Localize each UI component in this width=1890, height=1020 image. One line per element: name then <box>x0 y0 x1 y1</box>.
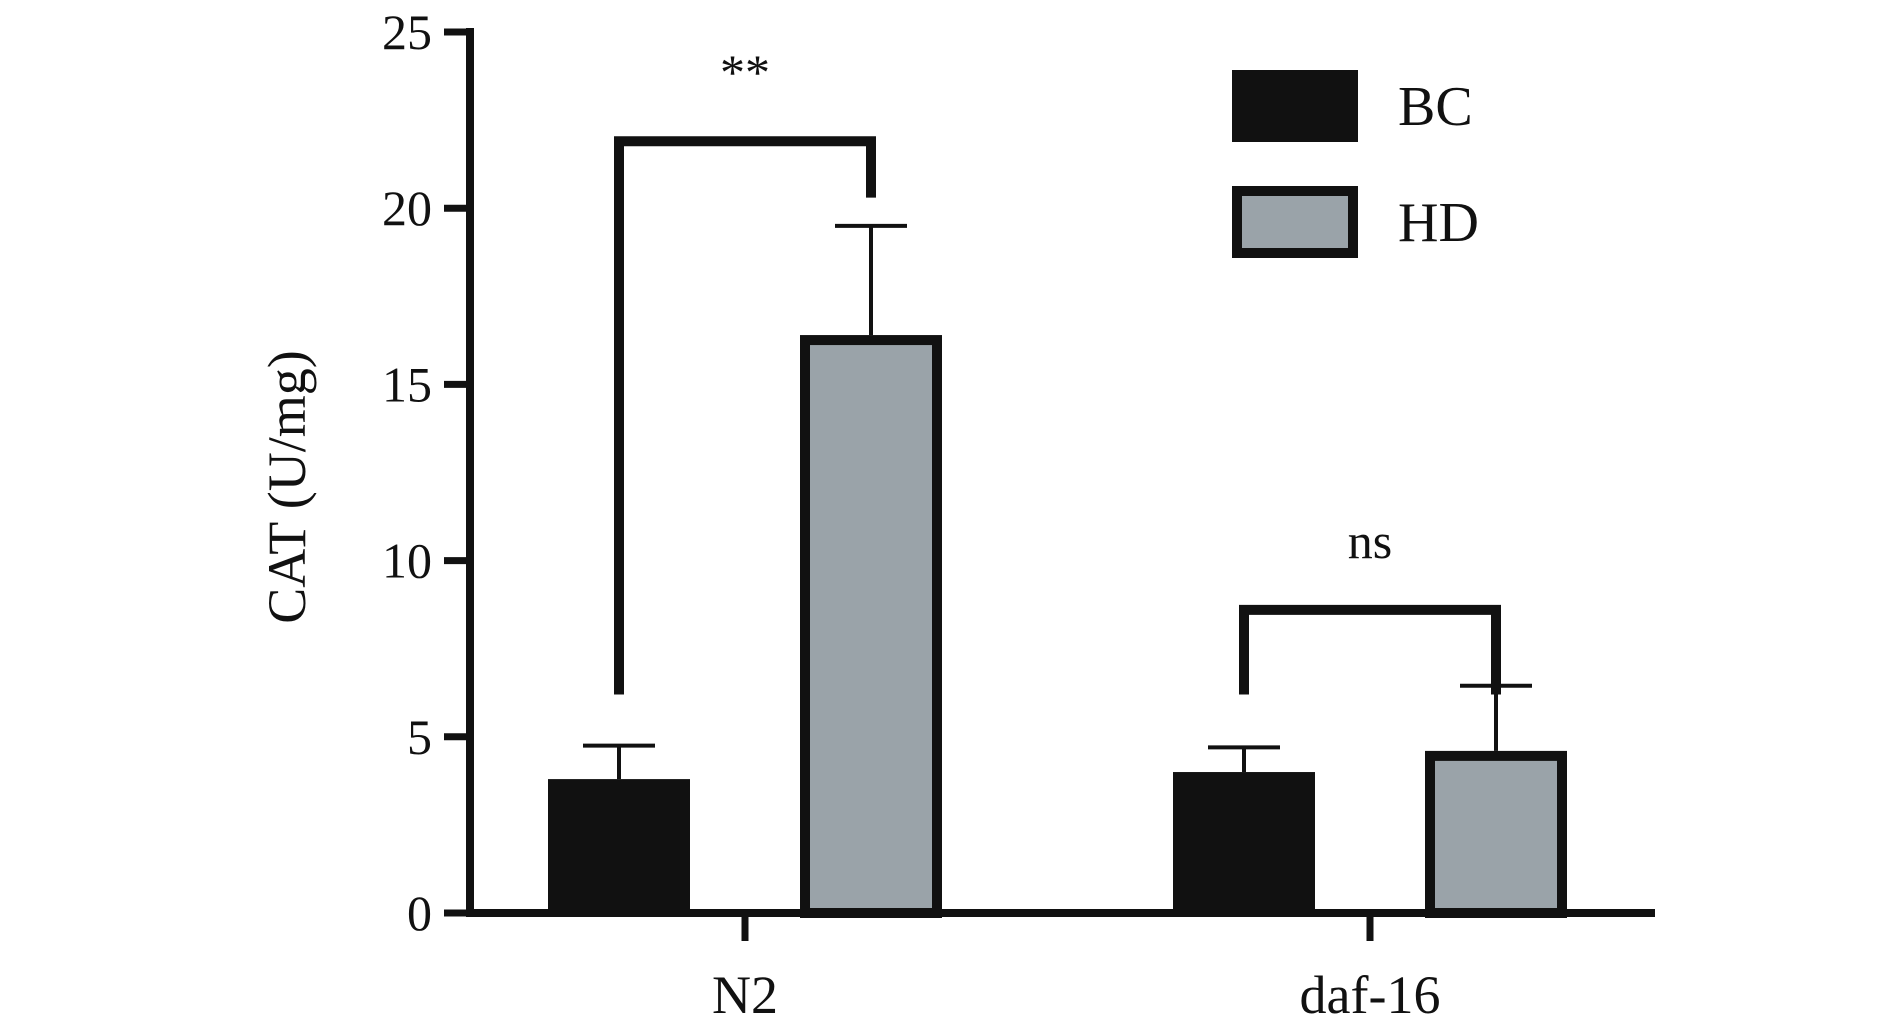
legend-swatch-hd <box>1232 186 1358 258</box>
error-bars <box>583 223 1532 780</box>
bar-hd-n2 <box>800 335 942 918</box>
y-tick-label: 20 <box>382 180 432 236</box>
y-tick-label: 5 <box>407 709 432 765</box>
y-tick-label: 15 <box>382 356 432 412</box>
y-axis-ticks: 0 5 10 15 20 25 <box>382 4 470 941</box>
bar-hd-daf16 <box>1425 750 1567 918</box>
legend: BC HD <box>1232 70 1479 258</box>
significance-bracket <box>1239 604 1501 695</box>
significance-label: ns <box>1348 513 1392 569</box>
bar-bc-daf16 <box>1173 772 1315 913</box>
legend-swatch-bc <box>1232 70 1358 142</box>
bars <box>548 335 1567 918</box>
significance-bracket <box>614 136 876 695</box>
bar-bc-n2 <box>548 779 690 913</box>
legend-label-hd: HD <box>1398 192 1479 254</box>
y-axis-title: CAT (U/mg) <box>257 350 317 624</box>
y-tick-label: 25 <box>382 4 432 60</box>
significance-label: ** <box>720 44 770 100</box>
x-axis-categories: N2 daf-16 <box>712 913 1440 1020</box>
axes <box>466 28 1655 917</box>
y-tick-label: 10 <box>382 533 432 589</box>
x-category-label: daf-16 <box>1300 965 1441 1020</box>
x-category-label: N2 <box>712 965 778 1020</box>
y-tick-label: 0 <box>407 885 432 941</box>
legend-label-bc: BC <box>1398 76 1473 138</box>
significance-brackets: ** ns <box>614 44 1501 695</box>
